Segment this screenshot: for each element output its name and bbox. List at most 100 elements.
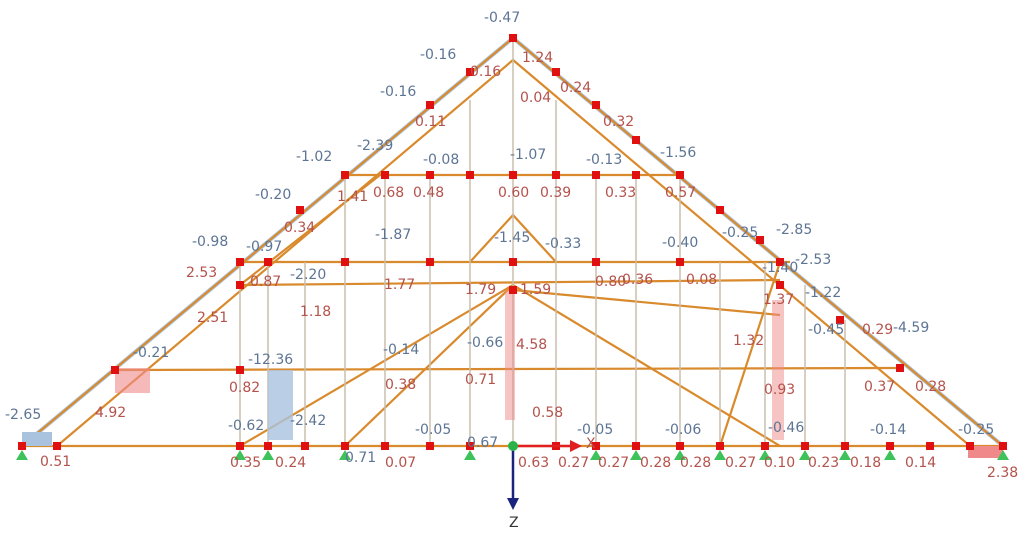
force-label: 4.92 [95, 405, 126, 421]
node [716, 206, 724, 214]
force-label: 0.87 [250, 274, 281, 290]
force-label: 0.27 [725, 455, 756, 471]
node [836, 316, 844, 324]
force-label: 0.37 [864, 379, 895, 395]
force-label: 2.38 [987, 465, 1018, 481]
force-label: 0.63 [518, 455, 549, 471]
node [426, 101, 434, 109]
node [236, 258, 244, 266]
node [776, 258, 784, 266]
force-label: 1.59 [520, 282, 551, 298]
force-label: 0.58 [532, 405, 563, 421]
force-label: 0.14 [905, 455, 936, 471]
force-label: 0.68 [373, 185, 404, 201]
node [592, 258, 600, 266]
node [236, 366, 244, 374]
node [552, 68, 560, 76]
force-label: 1.32 [733, 333, 764, 349]
force-label: 0.11 [415, 114, 446, 130]
force-label: -0.66 [467, 335, 503, 351]
node [236, 281, 244, 289]
force-label: 2.51 [197, 310, 228, 326]
force-label: 0.18 [850, 455, 881, 471]
force-label: 0.36 [622, 272, 653, 288]
force-label: 0.04 [520, 90, 551, 106]
node [466, 68, 474, 76]
node [509, 258, 517, 266]
node [264, 442, 272, 450]
force-label: -0.16 [380, 84, 416, 100]
node [466, 171, 474, 179]
support [590, 450, 602, 460]
force-label: -1.02 [296, 149, 332, 165]
node [236, 442, 244, 450]
force-label: 0.71 [345, 450, 376, 466]
force-label: 0.35 [230, 455, 261, 471]
node [301, 442, 309, 450]
force-labels: -0.47 -0.16 -0.16 -1.02 -2.39 -0.08 -1.07 -0.13… [5, 10, 1018, 481]
node [53, 442, 61, 450]
node [466, 442, 474, 450]
force-label: 0.07 [385, 455, 416, 471]
force-label: 0.27 [598, 455, 629, 471]
members [20, 35, 1005, 458]
node [716, 442, 724, 450]
force-label: -0.98 [192, 234, 228, 250]
force-label: 0.51 [40, 454, 71, 470]
support [339, 450, 351, 460]
force-label: 0.57 [665, 185, 696, 201]
force-label: 0.93 [764, 382, 795, 398]
nodes [16, 34, 1009, 460]
node [999, 442, 1007, 450]
force-label: 0.24 [560, 80, 591, 96]
node [801, 442, 809, 450]
force-label: -2.65 [5, 407, 41, 423]
force-label: 0.28 [915, 379, 946, 395]
support [884, 450, 896, 460]
node [111, 366, 119, 374]
force-label: -0.25 [722, 225, 758, 241]
force-label: -0.33 [545, 236, 581, 252]
node [632, 136, 640, 144]
force-label: 1.77 [384, 277, 415, 293]
node [676, 171, 684, 179]
force-label: 0.67 [467, 435, 498, 451]
force-label: -0.45 [808, 322, 844, 338]
force-label: 0.80 [595, 274, 626, 290]
force-label: -2.39 [357, 138, 393, 154]
node [841, 442, 849, 450]
node [509, 34, 517, 42]
node [18, 442, 26, 450]
node [296, 206, 304, 214]
force-label: 0.08 [686, 272, 717, 288]
force-label: -12.36 [248, 352, 293, 368]
force-label: 0.71 [465, 372, 496, 388]
node [264, 258, 272, 266]
node [926, 442, 934, 450]
force-label: 0.28 [640, 455, 671, 471]
force-label: -0.21 [133, 345, 169, 361]
node [632, 171, 640, 179]
support [714, 450, 726, 460]
force-label: 0.10 [764, 455, 795, 471]
axes: X Z [507, 436, 596, 531]
node [426, 442, 434, 450]
force-label: -0.20 [255, 187, 291, 203]
node [676, 258, 684, 266]
force-label: -0.16 [420, 47, 456, 63]
node [341, 258, 349, 266]
node [761, 442, 769, 450]
force-label: -0.97 [246, 239, 282, 255]
force-label: 1.37 [763, 292, 794, 308]
node [896, 364, 904, 372]
force-label: -0.40 [662, 235, 698, 251]
force-label: 0.23 [808, 455, 839, 471]
node [592, 101, 600, 109]
force-label: -1.56 [660, 145, 696, 161]
force-label: 0.16 [470, 64, 501, 80]
force-label: -0.08 [423, 152, 459, 168]
force-label: -1.45 [494, 230, 530, 246]
force-label: -0.14 [870, 422, 906, 438]
support [997, 450, 1009, 460]
force-label: -0.05 [415, 422, 451, 438]
